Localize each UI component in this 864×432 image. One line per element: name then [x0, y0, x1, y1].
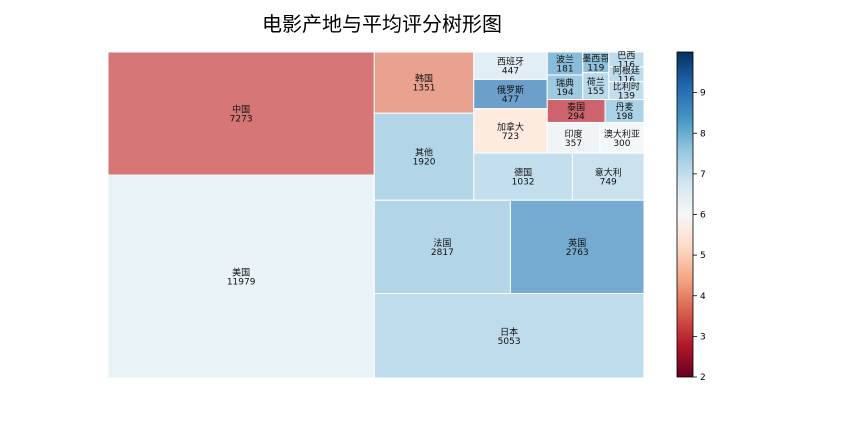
tile-count-label: 2817 [431, 248, 454, 258]
tile-count-label: 155 [587, 87, 604, 97]
tile-count-label: 198 [616, 112, 633, 122]
tile-name-label: 丹麦 [616, 101, 634, 113]
tile-name-label: 比利时 [613, 81, 640, 93]
colorbar-tick-label: 8 [700, 129, 706, 139]
tile-name-label: 英国 [568, 237, 586, 249]
tile-name-label: 墨西哥 [582, 53, 609, 64]
tile-count-label: 447 [502, 67, 519, 77]
tile-count-label: 7273 [230, 115, 253, 125]
colorbar-tick-label: 4 [700, 292, 706, 302]
colorbar-tick-label: 7 [700, 170, 706, 180]
tile-count-label: 477 [502, 95, 519, 105]
tile-count-label: 1920 [413, 158, 436, 168]
treemap-tile [107, 51, 375, 176]
colorbar-tick-label: 6 [700, 211, 706, 221]
tile-name-label: 阿根廷 [613, 64, 640, 76]
colorbar-tick-label: 3 [700, 332, 706, 342]
tile-count-label: 1351 [413, 84, 436, 94]
tile-count-label: 194 [556, 88, 573, 98]
tile-name-label: 巴西 [617, 50, 635, 61]
treemap-tile [107, 174, 375, 379]
colorbar-tick-label: 5 [700, 251, 706, 261]
tile-name-label: 俄罗斯 [497, 84, 524, 96]
tile-count-label: 357 [565, 139, 582, 149]
tile-name-label: 韩国 [415, 73, 433, 85]
tile-count-label: 749 [600, 178, 617, 188]
tile-name-label: 瑞典 [556, 77, 574, 89]
tile-name-label: 印度 [565, 128, 583, 140]
tile-count-label: 11979 [227, 278, 256, 288]
tile-name-label: 美国 [232, 267, 250, 279]
treemap-tile [473, 108, 548, 154]
tile-count-label: 294 [568, 112, 585, 122]
tile-name-label: 德国 [514, 167, 532, 179]
tile-count-label: 181 [556, 64, 573, 74]
chart-title: 电影产地与平均评分树形图 [262, 12, 502, 36]
colorbar-tick-label: 2 [700, 373, 706, 383]
colorbar-tick-label: 9 [700, 89, 706, 99]
colorbar-ticks: 2 3 4 5 6 7 8 9 [693, 89, 706, 383]
tile-count-label: 116 [618, 60, 635, 70]
treemap-tile [373, 293, 645, 379]
tile-name-label: 澳大利亚 [604, 128, 640, 140]
treemap-tile [373, 51, 475, 114]
tile-name-label: 中国 [232, 104, 250, 116]
colorbar-gradient [676, 51, 694, 378]
treemap-tile [373, 199, 511, 295]
tile-count-label: 2763 [566, 248, 589, 258]
treemap-tile [599, 121, 645, 154]
tile-count-label: 139 [618, 92, 635, 102]
tile-name-label: 其他 [415, 147, 433, 159]
tile-name-label: 西班牙 [497, 56, 524, 68]
tile-name-label: 加拿大 [497, 121, 524, 133]
treemap-tile [546, 74, 584, 101]
treemap-tile [473, 51, 548, 80]
colorbar: 2 3 4 5 6 7 8 9 [676, 51, 706, 383]
tile-count-label: 723 [502, 132, 519, 142]
treemap-tile [571, 152, 645, 201]
tile-name-label: 荷兰 [587, 76, 605, 88]
tile-name-label: 波兰 [556, 53, 574, 65]
tile-count-label: 300 [613, 139, 630, 149]
treemap-tile [546, 121, 601, 154]
treemap-tile [373, 112, 475, 201]
tile-name-label: 法国 [433, 237, 451, 249]
tile-name-label: 日本 [500, 326, 518, 338]
tile-count-label: 5053 [498, 337, 521, 347]
tile-count-label: 116 [618, 75, 635, 85]
tile-name-label: 泰国 [567, 101, 585, 113]
tile-count-label: 119 [587, 63, 604, 73]
tile-count-label: 1032 [512, 178, 535, 188]
tile-name-label: 意大利 [595, 167, 622, 179]
